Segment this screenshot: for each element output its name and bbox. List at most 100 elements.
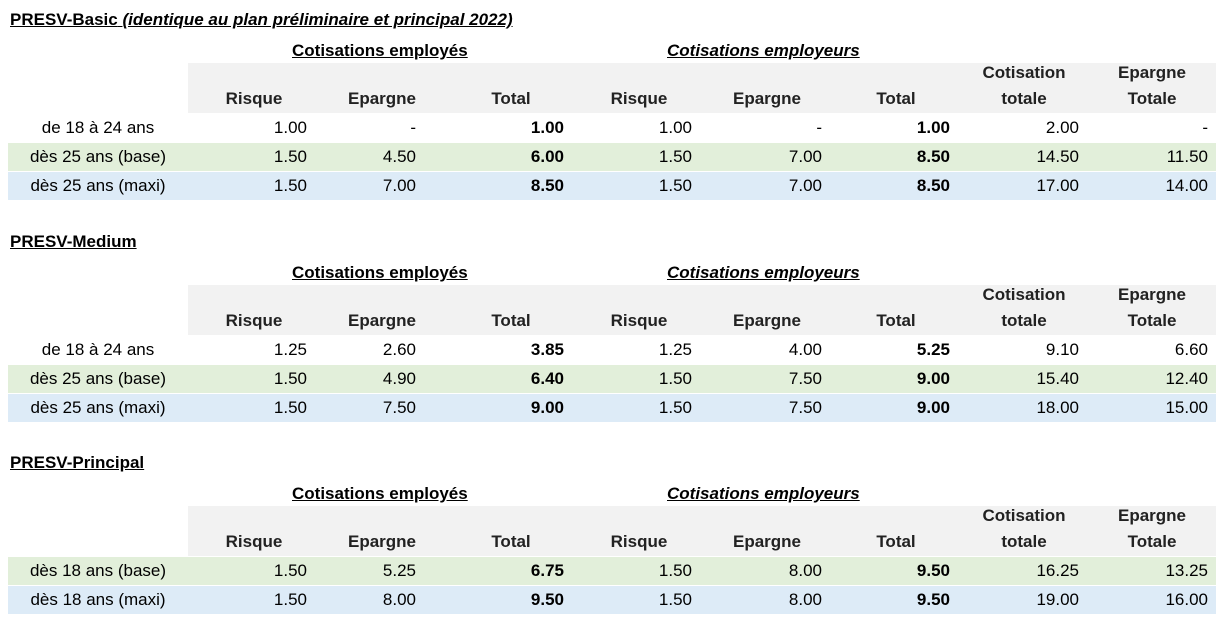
value-cell: 9.00 [530, 398, 564, 417]
column-header-total: Total [876, 532, 916, 551]
column-header-band [188, 506, 1216, 556]
row-label: dès 18 ans (maxi) [30, 590, 166, 609]
column-header-risque: Risque [610, 532, 668, 551]
column-header-epargne: Epargne [732, 89, 802, 108]
column-header-epargne-totale: Totale [1127, 532, 1177, 551]
column-header-risque: Risque [225, 311, 283, 330]
column-header-epargne: Epargne [732, 311, 802, 330]
value-cell: 5.25 [382, 561, 416, 580]
column-header-total: Total [491, 89, 531, 108]
section-subtitle: (identique au plan préliminaire et princ… [122, 10, 513, 29]
value-cell: 1.50 [273, 398, 307, 417]
value-cell: 3.85 [530, 340, 564, 359]
column-header-total: Total [491, 532, 531, 551]
column-header-risque: Risque [610, 311, 668, 330]
table-row: de 18 à 24 ans 1.00 - 1.00 1.00 - 1.00 2.00 - [8, 114, 1216, 142]
value-cell: 4.90 [382, 369, 416, 388]
column-header-cotisation-totale: Cotisation [982, 63, 1066, 82]
value-cell: - [410, 118, 416, 137]
value-cell: 17.00 [1036, 176, 1079, 195]
value-cell: 1.00 [658, 118, 692, 137]
value-cell: 2.00 [1045, 118, 1079, 137]
value-cell: 14.00 [1165, 176, 1208, 195]
section-title-text: PRESV-Medium [10, 232, 137, 251]
column-header-epargne: Epargne [347, 89, 417, 108]
value-cell: 1.25 [273, 340, 307, 359]
column-header-epargne-totale: Epargne [1117, 506, 1187, 525]
table-row: dès 25 ans (base) 1.50 4.90 6.40 1.50 7.50 9.0… [8, 365, 1216, 393]
value-cell: 1.00 [530, 118, 564, 137]
value-cell: 1.50 [273, 176, 307, 195]
group-header-employes: Cotisations employés [292, 263, 468, 282]
column-header-risque: Risque [610, 89, 668, 108]
column-header-risque: Risque [225, 89, 283, 108]
section-title: PRESV-Medium [10, 232, 137, 252]
table-row: dès 25 ans (maxi) 1.50 7.50 9.00 1.50 7.50 9.0… [8, 394, 1216, 422]
group-header-employeurs: Cotisations employeurs [667, 41, 860, 60]
value-cell: 4.00 [788, 340, 822, 359]
value-cell: 7.00 [788, 176, 822, 195]
value-cell: - [816, 118, 822, 137]
value-cell: 8.00 [788, 561, 822, 580]
value-cell: 9.10 [1045, 340, 1079, 359]
column-header-epargne: Epargne [732, 532, 802, 551]
column-header-epargne-totale: Epargne [1117, 285, 1187, 304]
value-cell: 16.25 [1036, 561, 1079, 580]
table-row: de 18 à 24 ans 1.25 2.60 3.85 1.25 4.00 5.25 9.… [8, 336, 1216, 364]
row-label: dès 25 ans (maxi) [30, 176, 166, 195]
value-cell: 1.50 [658, 398, 692, 417]
value-cell: 9.00 [916, 398, 950, 417]
value-cell: 8.50 [916, 147, 950, 166]
value-cell: 4.50 [382, 147, 416, 166]
value-cell: 9.00 [916, 369, 950, 388]
value-cell: 12.40 [1165, 369, 1208, 388]
column-header-cotisation-totale: Cotisation [982, 506, 1066, 525]
column-header-total: Total [876, 311, 916, 330]
value-cell: 14.50 [1036, 147, 1079, 166]
group-header-employes: Cotisations employés [292, 41, 468, 60]
table-row: dès 18 ans (maxi) 1.50 8.00 9.50 1.50 8.00 9.5… [8, 586, 1216, 614]
value-cell: - [1202, 118, 1208, 137]
value-cell: 1.50 [658, 590, 692, 609]
column-header-cotisation-totale: Cotisation [982, 285, 1066, 304]
table-row: dès 25 ans (base) 1.50 4.50 6.00 1.50 7.00 8.5… [8, 143, 1216, 171]
value-cell: 13.25 [1165, 561, 1208, 580]
value-cell: 1.50 [273, 369, 307, 388]
value-cell: 6.75 [530, 561, 564, 580]
value-cell: 6.00 [530, 147, 564, 166]
table-row: dès 18 ans (base) 1.50 5.25 6.75 1.50 8.00 9.5… [8, 557, 1216, 585]
value-cell: 15.00 [1165, 398, 1208, 417]
column-header-epargne: Epargne [347, 311, 417, 330]
column-header-cotisation-totale: totale [1001, 532, 1047, 551]
value-cell: 1.50 [658, 561, 692, 580]
value-cell: 15.40 [1036, 369, 1079, 388]
value-cell: 8.50 [916, 176, 950, 195]
value-cell: 6.40 [530, 369, 564, 388]
value-cell: 2.60 [382, 340, 416, 359]
column-header-cotisation-totale: totale [1001, 311, 1047, 330]
column-header-cotisation-totale: totale [1001, 89, 1047, 108]
column-header-epargne-totale: Epargne [1117, 63, 1187, 82]
value-cell: 7.50 [382, 398, 416, 417]
value-cell: 9.50 [530, 590, 564, 609]
row-label: de 18 à 24 ans [41, 118, 155, 137]
row-label: dès 25 ans (maxi) [30, 398, 166, 417]
table-row: dès 25 ans (maxi) 1.50 7.00 8.50 1.50 7.00 8.5… [8, 172, 1216, 200]
row-label: dès 18 ans (base) [29, 561, 167, 580]
value-cell: 1.50 [658, 369, 692, 388]
section-title: PRESV-Principal [10, 453, 144, 473]
value-cell: 5.25 [916, 340, 950, 359]
column-header-risque: Risque [225, 532, 283, 551]
value-cell: 1.50 [658, 147, 692, 166]
row-label: de 18 à 24 ans [41, 340, 155, 359]
value-cell: 1.50 [658, 176, 692, 195]
column-header-total: Total [876, 89, 916, 108]
value-cell: 8.00 [382, 590, 416, 609]
value-cell: 6.60 [1174, 340, 1208, 359]
column-header-total: Total [491, 311, 531, 330]
value-cell: 7.00 [382, 176, 416, 195]
value-cell: 1.25 [658, 340, 692, 359]
group-header-employes: Cotisations employés [292, 484, 468, 503]
column-header-epargne-totale: Totale [1127, 311, 1177, 330]
column-header-epargne-totale: Totale [1127, 89, 1177, 108]
